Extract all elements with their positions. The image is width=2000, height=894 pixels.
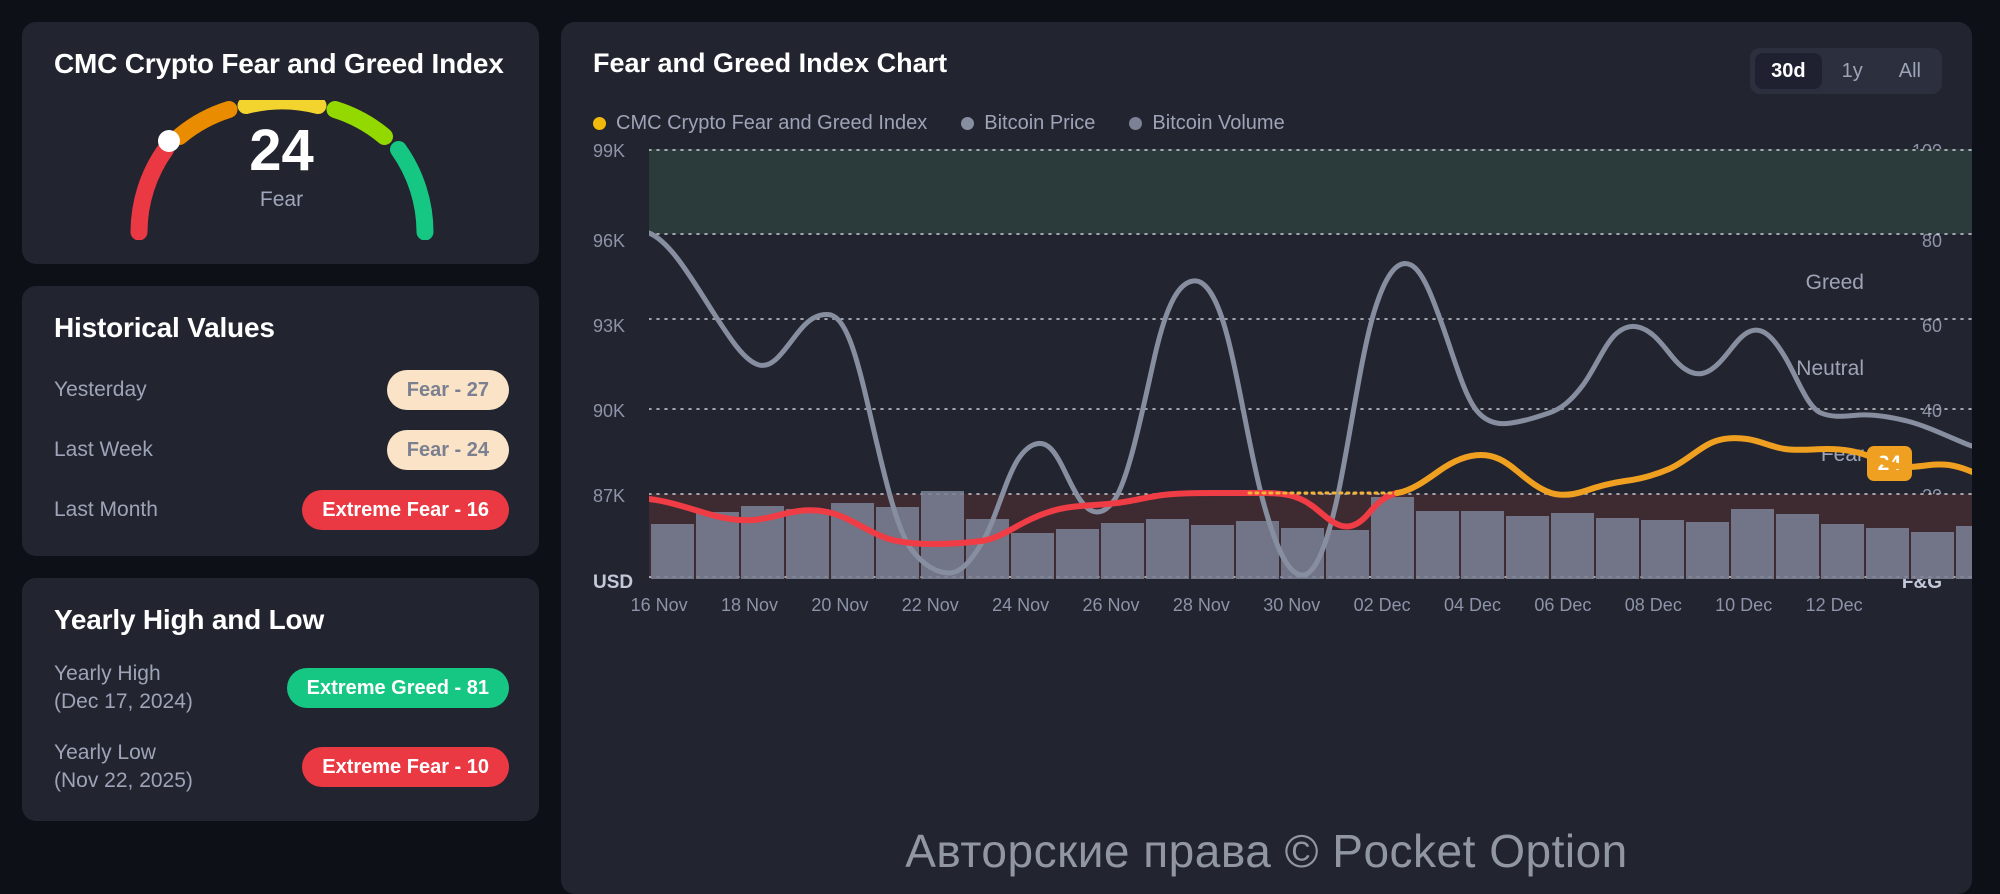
x-tick-label: 18 Nov [720, 595, 778, 615]
gauge-svg [130, 100, 433, 240]
yearly-high-low-card: Yearly High and Low Yearly High (Dec 17,… [22, 578, 539, 822]
gauge-segment-extreme-greed [389, 141, 433, 240]
yearly-card-title: Yearly High and Low [54, 604, 325, 635]
chart-header: Fear and Greed Index Chart 30d 1y All [593, 48, 1942, 94]
status-badge: Fear - 24 [386, 430, 509, 470]
legend-item-bitcoin-volume[interactable]: Bitcoin Volume [1129, 112, 1285, 135]
gauge-segment-greed [326, 101, 393, 145]
zone-band-extreme-greed [649, 149, 1972, 234]
x-tick-label: 12 Dec [1805, 595, 1863, 615]
historical-card-title: Historical Values [54, 312, 275, 343]
status-badge: Extreme Fear - 16 [302, 490, 509, 530]
plot-area[interactable]: 99K 96K 93K 90K 87K USD 100 80 60 40 20 … [593, 141, 1972, 619]
fear-greed-line-fear-segment [1394, 435, 1972, 498]
legend-label: CMC Crypto Fear and Greed Index [616, 112, 928, 134]
yearly-high-label-line2: (Dec 17, 2024) [54, 690, 193, 714]
status-badge: Extreme Fear - 10 [302, 747, 509, 788]
legend-label: Bitcoin Volume [1152, 112, 1285, 134]
gauge-card-title: CMC Crypto Fear and Greed Index [54, 48, 504, 79]
x-tick-label: 24 Nov [992, 595, 1050, 615]
fear-greed-line-extreme-fear-segment [649, 490, 1400, 547]
volume-bars [651, 491, 1972, 579]
legend-item-bitcoin-price[interactable]: Bitcoin Price [961, 112, 1095, 135]
bitcoin-price-line [649, 230, 1972, 578]
range-button-30d[interactable]: 30d [1755, 53, 1822, 89]
gauge-segment-extreme-fear [130, 141, 174, 240]
range-button-all[interactable]: All [1883, 53, 1937, 89]
legend-dot-icon [961, 117, 975, 130]
x-tick-label: 16 Nov [630, 595, 688, 615]
x-tick-label: 22 Nov [901, 595, 959, 615]
historical-row-last-month: Last Month Extreme Fear - 16 [54, 490, 509, 530]
status-badge: Extreme Greed - 81 [286, 668, 509, 709]
yearly-high-label: Yearly High (Dec 17, 2024) [54, 660, 193, 717]
gauge-sentiment-label: Fear [259, 188, 304, 211]
chart-panel: Fear and Greed Index Chart 30d 1y All CM… [561, 22, 1972, 894]
left-axis-tick-90k: 90K [593, 401, 626, 421]
legend-label: Bitcoin Price [984, 112, 1096, 134]
chart-title: Fear and Greed Index Chart [593, 48, 948, 78]
yearly-high-label-line1: Yearly High [54, 662, 161, 685]
x-tick-label: 04 Dec [1444, 595, 1502, 615]
fear-greed-gauge-card: CMC Crypto Fear and Greed Index 24 [22, 22, 539, 264]
left-axis-tick-93k: 93K [593, 316, 626, 336]
historical-label: Yesterday [54, 378, 147, 401]
gauge-needle-dot [157, 130, 180, 152]
x-tick-label: 26 Nov [1082, 595, 1140, 615]
historical-row-yesterday: Yesterday Fear - 27 [54, 370, 509, 410]
historical-values-card: Historical Values Yesterday Fear - 27 La… [22, 286, 539, 556]
x-tick-label: 02 Dec [1353, 595, 1411, 615]
chart-plot-svg[interactable] [649, 149, 1972, 579]
x-axis: 16 Nov 18 Nov 20 Nov 22 Nov 24 Nov 26 No… [593, 595, 1942, 625]
right-axis-tick-80: 80 [1921, 231, 1942, 251]
yearly-low-label-line2: (Nov 22, 2025) [54, 769, 193, 793]
x-tick-label: 06 Dec [1534, 595, 1592, 615]
x-tick-label: 08 Dec [1624, 595, 1682, 615]
gauge-value: 24 [249, 118, 314, 183]
historical-rows: Yesterday Fear - 27 Last Week Fear - 24 … [54, 370, 509, 530]
pocket-option-watermark: Авторские права © Pocket Option [905, 825, 1628, 877]
left-column: CMC Crypto Fear and Greed Index 24 [22, 22, 539, 894]
left-axis-tick-96k: 96K [593, 231, 626, 251]
status-badge: Fear - 27 [386, 370, 509, 410]
x-tick-label: 20 Nov [811, 595, 869, 615]
x-tick-label: 10 Dec [1715, 595, 1773, 615]
time-range-switch: 30d 1y All [1750, 48, 1942, 94]
legend-dot-icon [593, 117, 606, 130]
x-tick-label: 28 Nov [1172, 595, 1230, 615]
right-axis-tick-40: 40 [1921, 401, 1942, 421]
yearly-rows: Yearly High (Dec 17, 2024) Extreme Greed… [54, 660, 509, 795]
legend-item-fng[interactable]: CMC Crypto Fear and Greed Index [593, 112, 927, 135]
yearly-low-label-line1: Yearly Low [54, 740, 156, 764]
chart-legend: CMC Crypto Fear and Greed Index Bitcoin … [593, 112, 1942, 135]
left-axis-tick-99k: 99K [593, 141, 626, 161]
historical-label: Last Week [54, 438, 153, 461]
left-axis-title: USD [593, 572, 634, 593]
yearly-row-high: Yearly High (Dec 17, 2024) Extreme Greed… [54, 660, 509, 717]
gauge-segment-fear [170, 101, 237, 145]
zone-label-neutral: Neutral [1796, 357, 1864, 380]
gauge-segment-neutral [237, 100, 326, 114]
x-tick-label: 30 Nov [1263, 595, 1321, 615]
yearly-row-low: Yearly Low (Nov 22, 2025) Extreme Fear -… [54, 739, 509, 796]
historical-label: Last Month [54, 498, 158, 521]
legend-dot-icon [1129, 117, 1143, 130]
historical-row-last-week: Last Week Fear - 24 [54, 430, 509, 470]
range-button-1y[interactable]: 1y [1826, 53, 1879, 89]
left-axis-tick-87k: 87K [593, 486, 626, 506]
yearly-low-label: Yearly Low (Nov 22, 2025) [54, 739, 193, 796]
right-axis-tick-60: 60 [1921, 316, 1942, 336]
zone-label-greed: Greed [1805, 271, 1864, 294]
gauge-widget: 24 Fear [54, 100, 509, 240]
